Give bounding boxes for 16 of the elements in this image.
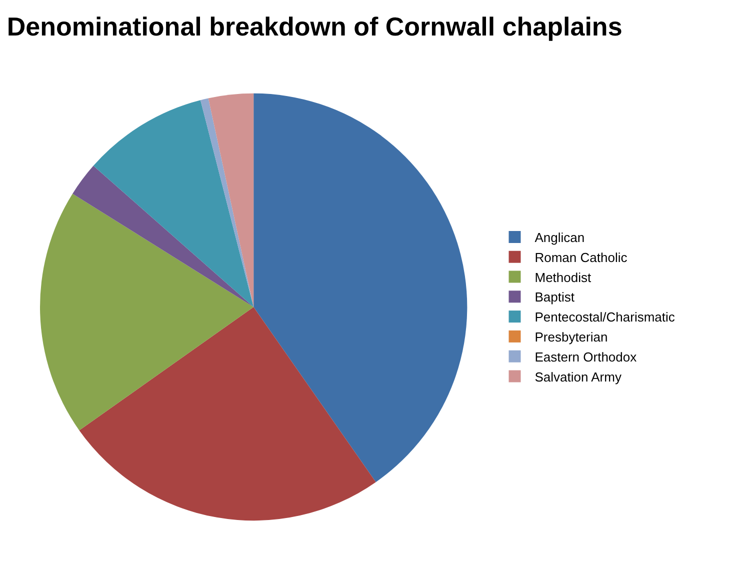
pie-slice <box>40 194 254 430</box>
chart-title: Denominational breakdown of Cornwall chaplains <box>6 11 622 42</box>
pie-slice <box>93 100 254 307</box>
pie-slice <box>72 166 254 307</box>
legend-label: Roman Catholic <box>534 250 628 265</box>
legend-label: Salvation Army <box>534 369 622 384</box>
legend-label: Eastern Orthodox <box>534 349 638 364</box>
legend-label: Methodist <box>534 270 592 285</box>
pie-slice <box>208 93 254 307</box>
pie-slice <box>79 307 376 521</box>
pie-slice <box>254 93 467 482</box>
pie-slice <box>200 98 254 307</box>
legend-label: Baptist <box>534 290 575 305</box>
legend-label: Presbyterian <box>534 330 608 345</box>
legend-label: Anglican <box>534 230 585 246</box>
legend-label: Pentecostal/Charismatic <box>534 310 676 325</box>
